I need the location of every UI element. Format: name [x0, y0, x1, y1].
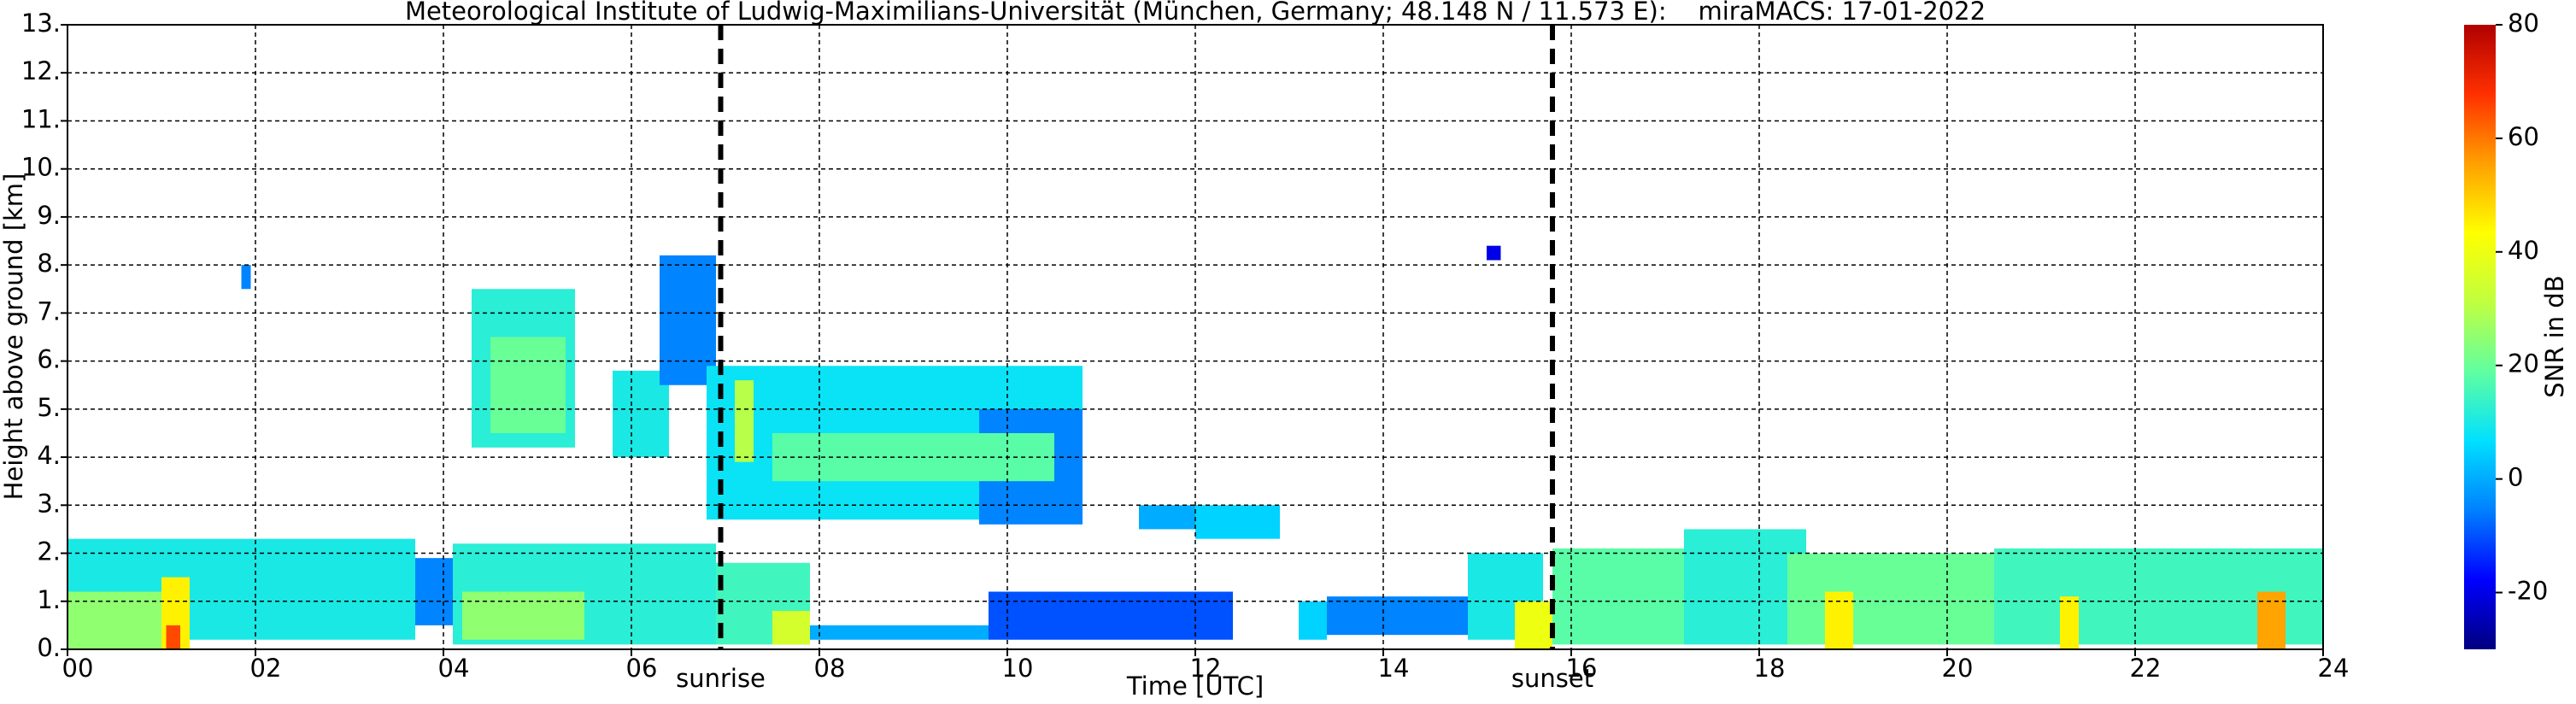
colorbar-tick-label: -20: [2508, 577, 2548, 606]
y-tick-label: 2.: [37, 537, 61, 566]
radar-echo: [1515, 601, 1552, 649]
radar-echo: [1299, 601, 1327, 640]
y-tick-label: 13.: [21, 9, 61, 38]
radar-echo: [1327, 596, 1477, 636]
x-tick-label: 24: [2318, 654, 2350, 683]
x-tick-label: 18: [1754, 654, 1786, 683]
radar-echo: [810, 625, 989, 640]
radar-echo: [67, 591, 161, 649]
y-tick-label: 10.: [21, 153, 61, 182]
x-tick-label: 16: [1566, 654, 1598, 683]
colorbar-tick-label: 60: [2508, 122, 2539, 151]
colorbar-tick-label: 80: [2508, 9, 2539, 38]
radar-echo: [1487, 245, 1501, 261]
radar-echo: [462, 591, 584, 640]
colorbar: [2464, 25, 2496, 649]
y-tick-label: 9.: [37, 201, 61, 230]
x-tick-label: 08: [814, 654, 846, 683]
colorbar-label: SNR in dB: [2540, 275, 2569, 397]
event-label: sunrise: [676, 664, 766, 693]
y-tick-label: 11.: [21, 104, 61, 133]
y-tick-label: 7.: [37, 296, 61, 326]
radar-echo: [490, 337, 566, 433]
radar-echo: [660, 255, 716, 385]
colorbar-tick-label: 0: [2508, 463, 2523, 492]
radar-echo: [2060, 596, 2079, 649]
x-tick-label: 10: [1002, 654, 1034, 683]
radar-echo: [1684, 529, 1806, 645]
x-tick-label: 22: [2130, 654, 2162, 683]
radar-echo: [989, 591, 1233, 640]
x-tick-label: 20: [1942, 654, 1974, 683]
colorbar-tick-label: 40: [2508, 236, 2539, 265]
chart-title: Meteorological Institute of Ludwig-Maxim…: [405, 0, 1986, 26]
x-axis-label: Time [UTC]: [1126, 672, 1264, 701]
radar-echo: [1787, 553, 1994, 645]
x-tick-label: 06: [626, 654, 658, 683]
y-tick-label: 4.: [37, 441, 61, 470]
y-tick-label: 12.: [21, 56, 61, 85]
y-tick-label: 3.: [37, 489, 61, 518]
x-tick-label: 04: [438, 654, 470, 683]
y-tick-label: 6.: [37, 345, 61, 374]
radar-echo: [735, 380, 754, 462]
x-tick-label: 02: [250, 654, 282, 683]
event-label: sunset: [1511, 664, 1593, 693]
radar-echo: [2257, 591, 2286, 649]
y-tick-label: 1.: [37, 585, 61, 614]
radar-echo: [772, 611, 810, 645]
y-tick-label: 0.: [37, 633, 61, 662]
x-tick-label: 14: [1378, 654, 1410, 683]
y-tick-label: 5.: [37, 393, 61, 422]
radar-echo: [1825, 591, 1853, 649]
y-axis-label: Height above ground [km]: [0, 173, 28, 501]
radar-echo: [1195, 505, 1280, 539]
radar-echo: [1139, 505, 1195, 530]
x-tick-label: 00: [62, 654, 94, 683]
radar-echo: [166, 625, 180, 649]
x-tick-label: 12: [1190, 654, 1222, 683]
y-tick-label: 8.: [37, 249, 61, 278]
radar-echo: [241, 265, 251, 290]
colorbar-tick-label: 20: [2508, 349, 2539, 378]
radar-echo: [1552, 548, 1684, 645]
plot-frame: [67, 24, 2324, 650]
